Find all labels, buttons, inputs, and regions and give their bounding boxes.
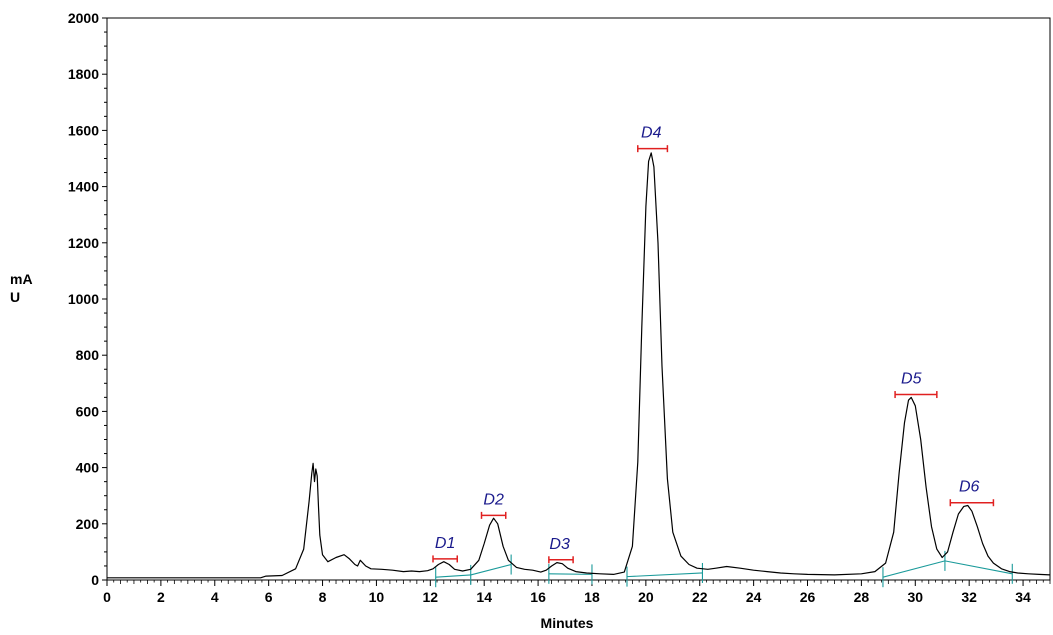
x-tick-label: 30 <box>907 589 923 605</box>
peak-label: D3 <box>549 536 570 553</box>
x-axis-title: Minutes <box>541 615 594 631</box>
y-axis-title-line1: mA <box>10 271 33 287</box>
chromatogram-trace <box>107 152 1051 579</box>
x-tick-label: 4 <box>211 589 219 605</box>
x-tick-label: 24 <box>746 589 762 605</box>
x-tick-label: 32 <box>961 589 977 605</box>
peak-label: D1 <box>435 535 455 552</box>
x-tick-label: 22 <box>692 589 708 605</box>
x-tick-label: 26 <box>800 589 816 605</box>
peak-label: D2 <box>483 491 504 508</box>
peak-label: D6 <box>959 479 980 496</box>
x-tick-label: 34 <box>1015 589 1031 605</box>
plot-area-border <box>106 17 1051 581</box>
x-tick-label: 10 <box>369 589 385 605</box>
y-tick-label: 1000 <box>68 291 99 307</box>
x-tick-label: 0 <box>103 589 111 605</box>
integration-baseline <box>470 564 512 576</box>
x-tick-label: 20 <box>638 589 654 605</box>
x-tick-label: 14 <box>476 589 492 605</box>
integration-baseline <box>626 572 703 578</box>
y-tick-label: 2000 <box>68 10 99 26</box>
y-tick-label: 1200 <box>68 235 99 251</box>
x-tick-label: 2 <box>157 589 165 605</box>
peak-label: D5 <box>901 371 922 388</box>
x-tick-label: 12 <box>423 589 439 605</box>
y-tick-label: 1800 <box>68 66 99 82</box>
x-tick-label: 16 <box>530 589 546 605</box>
integration-baseline <box>944 560 1013 575</box>
y-tick-label: 1600 <box>68 122 99 138</box>
x-tick-label: 28 <box>854 589 870 605</box>
y-tick-label: 800 <box>76 347 100 363</box>
x-tick-label: 8 <box>319 589 327 605</box>
y-tick-label: 400 <box>76 460 100 476</box>
y-tick-label: 1400 <box>68 179 99 195</box>
x-tick-label: 6 <box>265 589 273 605</box>
y-tick-label: 600 <box>76 403 100 419</box>
peak-label: D4 <box>641 125 662 142</box>
x-tick-label: 18 <box>584 589 600 605</box>
integration-baseline <box>882 560 946 578</box>
y-axis-title-line2: U <box>10 289 20 305</box>
integration-baseline <box>435 574 471 578</box>
y-tick-label: 0 <box>91 572 99 588</box>
integration-baseline <box>548 573 592 575</box>
y-tick-label: 200 <box>76 516 100 532</box>
